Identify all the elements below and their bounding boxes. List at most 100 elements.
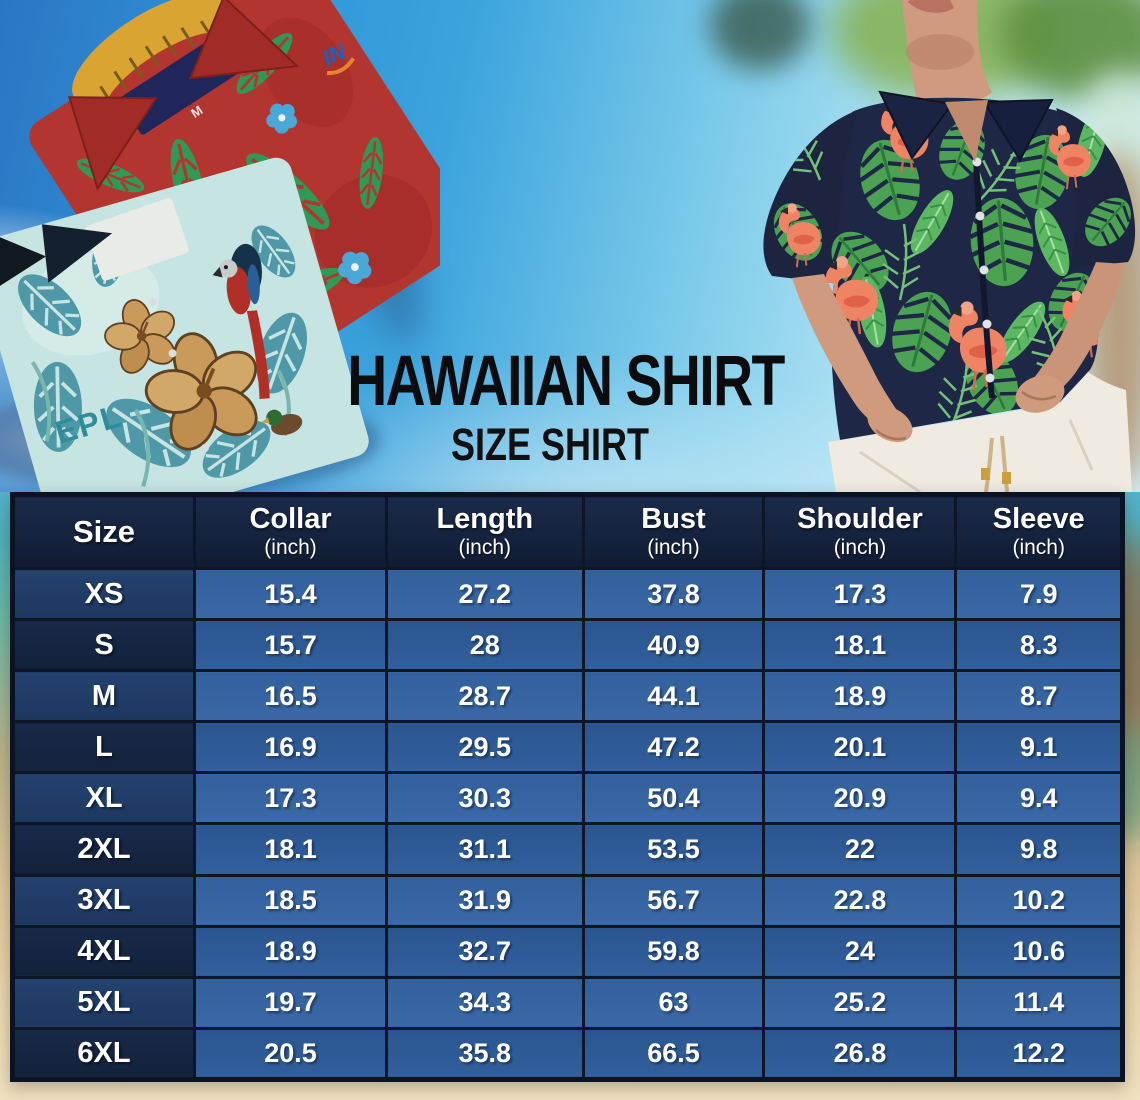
table-body: XS 15.4 27.2 37.8 17.3 7.9 S 15.7 28 40.9 18.1 8.3 M… (10, 566, 1124, 1082)
hero-banner: M IN (0, 0, 1140, 492)
model-arms (792, 262, 1124, 443)
measurement-value: 53.5 (581, 822, 766, 877)
measurement-value: 29.5 (385, 720, 585, 775)
column-header-shoulder: Shoulder (inch) (762, 493, 958, 570)
measurement-value: 59.8 (581, 924, 766, 979)
measurement-value: 17.3 (762, 566, 958, 622)
button (148, 297, 157, 306)
button (979, 265, 989, 275)
parrot-icon (212, 243, 270, 400)
measurement-value: 18.9 (193, 924, 389, 979)
measurement-value: 15.7 (193, 618, 389, 673)
measurement-value: 27.2 (385, 566, 585, 622)
button (200, 443, 209, 452)
drawstring-bead (1002, 472, 1011, 484)
measurement-value: 18.1 (193, 822, 389, 877)
measurement-value: 7.9 (954, 566, 1124, 622)
size-label: L (10, 720, 197, 775)
measurement-value: 47.2 (581, 720, 766, 775)
measurement-value: 32.7 (385, 924, 585, 979)
column-label: Size (73, 513, 136, 549)
chest-skin (945, 100, 988, 162)
size-label: 2XL (10, 822, 197, 877)
column-label: Shoulder (797, 503, 923, 536)
measurement-value: 24 (762, 924, 958, 979)
collar-lapel (982, 98, 1054, 163)
logo-swoosh-icon (326, 57, 356, 76)
table-row-2xl: 2XL 18.1 31.1 53.5 22 9.8 (10, 822, 1124, 877)
measurement-value: 35.8 (385, 1026, 585, 1082)
collar-flap (188, 0, 300, 80)
measurement-value: 25.2 (762, 975, 958, 1030)
column-unit: (inch) (1012, 535, 1065, 559)
measurement-value: 30.3 (385, 771, 585, 826)
column-header-bust: Bust (inch) (581, 493, 766, 570)
column-unit: (inch) (458, 535, 512, 559)
measurement-value: 16.5 (193, 669, 389, 724)
measurement-value: 31.1 (385, 822, 585, 877)
teal-hawaiian-shirt: EPL (0, 157, 369, 492)
measurement-value: 9.4 (954, 771, 1124, 826)
button (975, 211, 985, 221)
measurement-value: 22 (762, 822, 958, 877)
duck-icon (261, 409, 303, 436)
column-unit: (inch) (647, 535, 700, 559)
measurement-value: 20.5 (193, 1026, 389, 1082)
button (985, 373, 995, 383)
size-label: M (10, 669, 197, 724)
measurement-value: 10.6 (954, 924, 1124, 979)
table-row-l: L 16.9 29.5 47.2 20.1 9.1 (10, 720, 1124, 775)
measurement-value: 15.4 (193, 566, 389, 622)
column-header-length: Length (inch) (385, 493, 585, 570)
measurement-value: 28.7 (385, 669, 585, 724)
collar-flap (67, 96, 158, 191)
column-label: Collar (249, 503, 332, 536)
size-label: S (10, 618, 197, 673)
measurement-value: 20.1 (762, 720, 958, 775)
header-row: Size Collar (inch) Length (inch) Bust (inch) Sh… (10, 493, 1124, 570)
measurement-value: 26.8 (762, 1026, 958, 1082)
measurement-value: 28 (385, 618, 585, 673)
chest-pocket (85, 198, 189, 281)
collar-label-band (72, 0, 229, 119)
table-row-3xl: 3XL 18.5 31.9 56.7 22.8 10.2 (10, 873, 1124, 928)
table-row-xs: XS 15.4 27.2 37.8 17.3 7.9 (10, 566, 1124, 622)
measurement-value: 12.2 (954, 1026, 1124, 1082)
blurred-foliage (710, 0, 810, 70)
size-label: 3XL (10, 873, 197, 928)
flamingo-shirt (763, 90, 1136, 440)
size-label: XS (10, 566, 197, 622)
page-title: HAWAIIAN SHIRT (347, 342, 785, 421)
table-row-6xl: 6XL 20.5 35.8 66.5 26.8 12.2 (10, 1026, 1124, 1082)
measurement-value: 18.5 (193, 873, 389, 928)
measurement-value: 34.3 (385, 975, 585, 1030)
drawstring-bead (981, 468, 990, 480)
column-unit: (inch) (264, 535, 317, 559)
measurement-value: 9.8 (954, 822, 1124, 877)
measurement-value: 37.8 (581, 566, 766, 622)
size-label: XL (10, 771, 197, 826)
headline: HAWAIIAN SHIRT SIZE SHIRT (290, 342, 810, 471)
measurement-value: 66.5 (581, 1026, 766, 1082)
button (168, 349, 177, 358)
measurement-value: 50.4 (581, 771, 766, 826)
measurement-value: 9.1 (954, 720, 1124, 775)
measurement-value: 11.4 (954, 975, 1124, 1030)
table-row-s: S 15.7 28 40.9 18.1 8.3 (10, 618, 1124, 673)
model-neck (902, 0, 992, 111)
measurement-value: 17.3 (193, 771, 389, 826)
size-label: 5XL (10, 975, 197, 1030)
measurement-value: 22.8 (762, 873, 958, 928)
white-pants (828, 372, 1132, 492)
measurement-value: 44.1 (581, 669, 766, 724)
fabric-fold (0, 236, 46, 291)
column-header-size: Size (10, 493, 197, 570)
measurement-value: 8.7 (954, 669, 1124, 724)
column-header-sleeve: Sleeve (inch) (954, 493, 1124, 570)
size-label: 4XL (10, 924, 197, 979)
measurement-value: 31.9 (385, 873, 585, 928)
size-label: 6XL (10, 1026, 197, 1082)
measurement-value: 63 (581, 975, 766, 1030)
button (982, 319, 992, 329)
